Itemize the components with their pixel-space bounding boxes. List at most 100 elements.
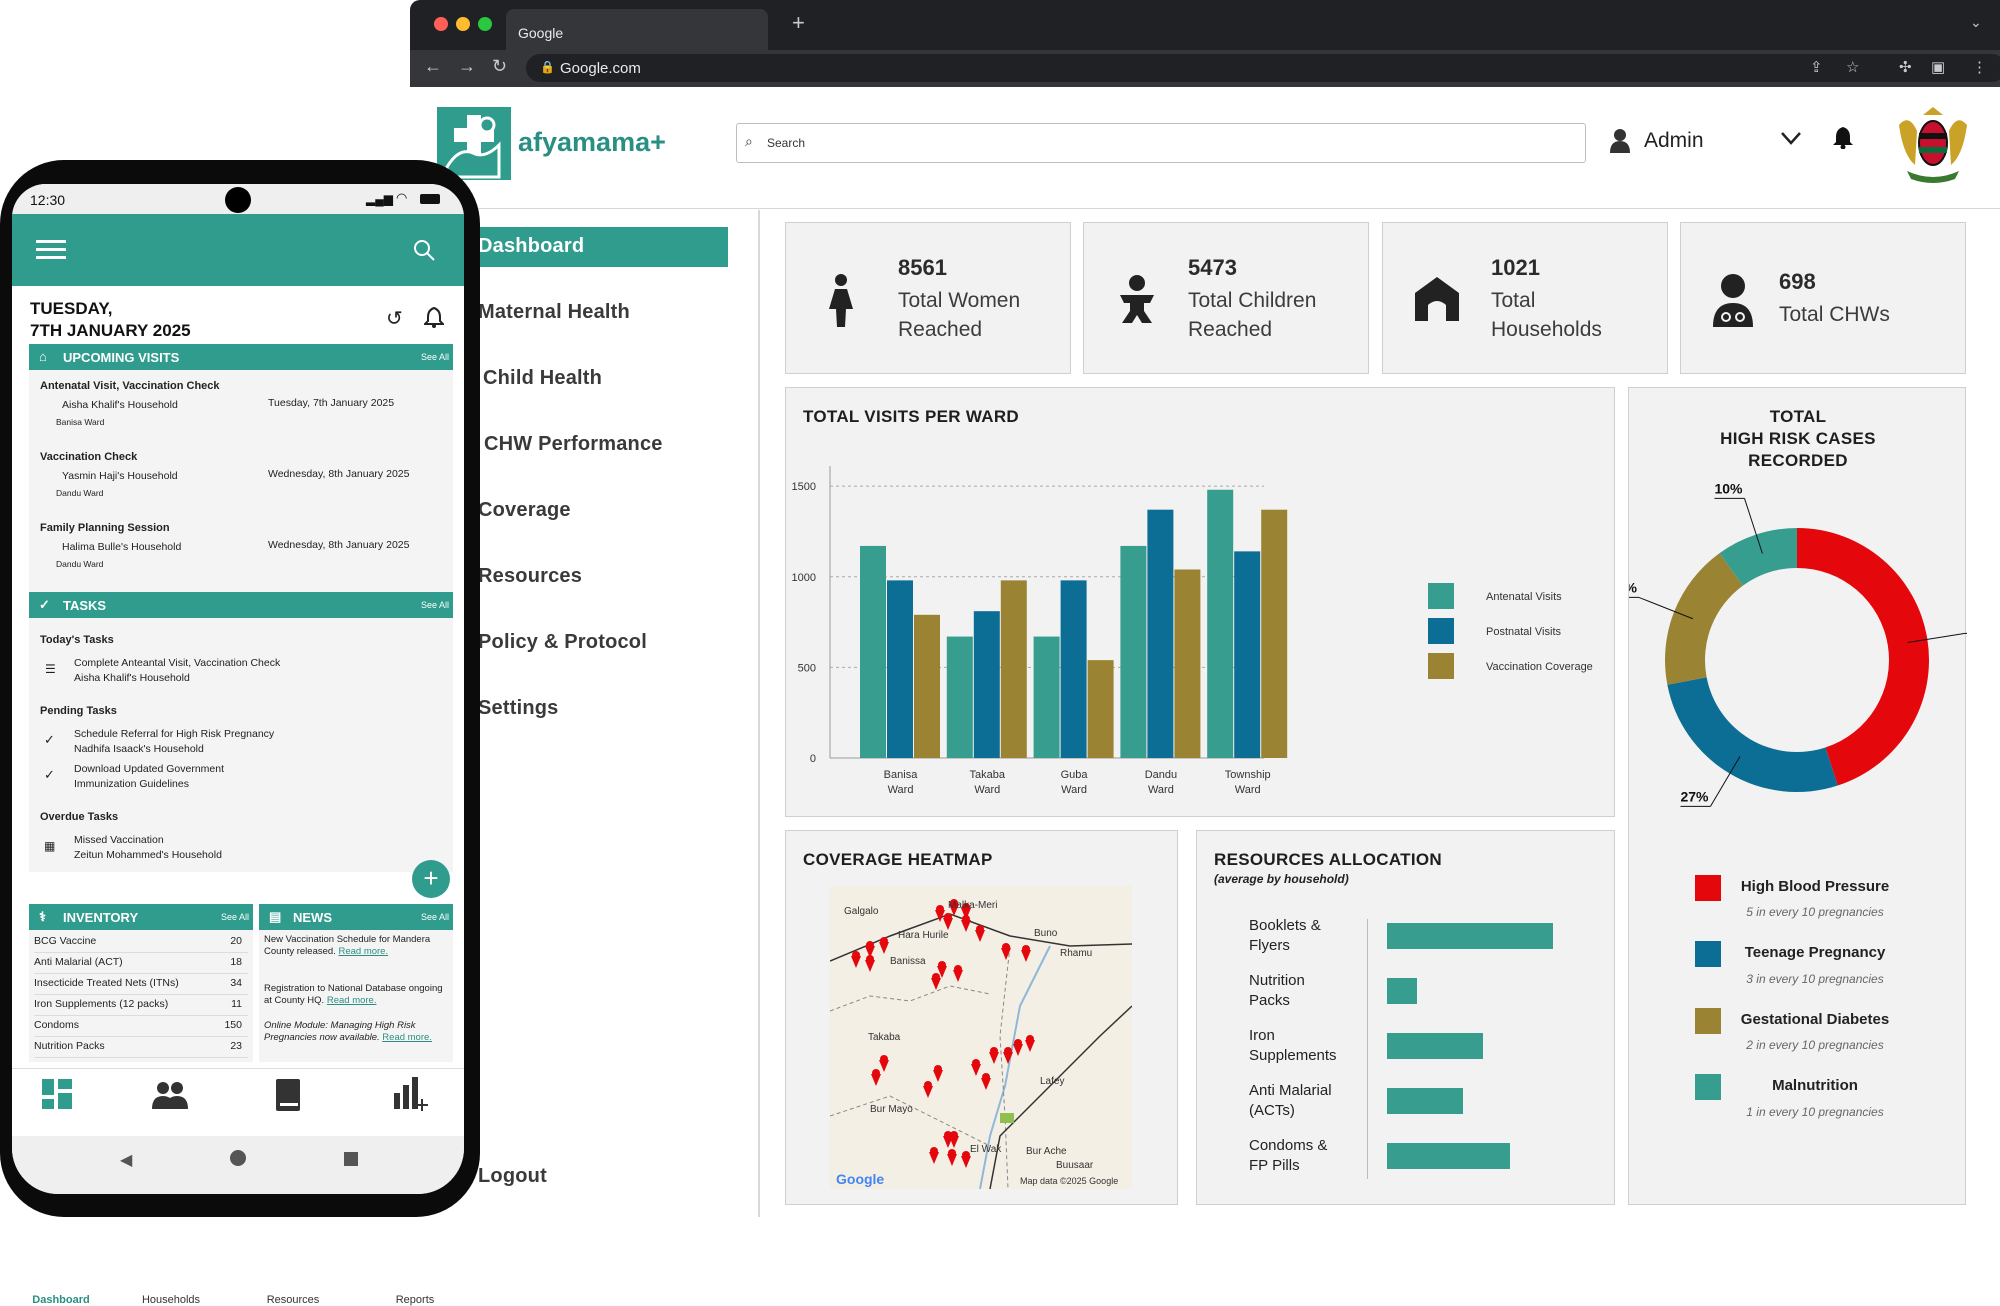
see-all-link[interactable]: See All [421,912,449,922]
browser-tab[interactable]: Google [506,9,768,50]
resource-bar [1387,978,1417,1004]
map-pin [936,905,944,913]
map-pin [950,1131,958,1139]
minimize-window-button[interactable] [456,17,470,31]
section-title: UPCOMING VISITS [63,350,179,365]
read-more-link[interactable]: Read more. [327,995,377,1006]
map-place-label: Banissa [890,956,926,967]
visit-household[interactable]: Aisha Khalif's Household [62,398,178,413]
sidebar-item-resources[interactable]: Resources [478,565,582,588]
sidebar-item-dashboard[interactable]: Dashboard [478,235,584,258]
sidepanel-icon[interactable]: ▣ [1931,58,1945,76]
woman-icon [826,273,856,327]
visit-household[interactable]: Yasmin Haji's Household [62,469,178,484]
dashboard-icon[interactable] [42,1079,72,1109]
maximize-window-button[interactable] [478,17,492,31]
extensions-icon[interactable]: ✣ [1899,58,1912,76]
upcoming-visits-header: ⌂ UPCOMING VISITS See All [29,344,453,370]
task-item[interactable]: Schedule Referral for High Risk Pregnanc… [74,727,274,742]
stat-card-women[interactable]: 8561 Total Women Reached [785,222,1071,374]
map-credit: Map data ©2025 Google [1020,1176,1118,1186]
households-icon[interactable] [152,1081,188,1109]
coverage-map[interactable]: Galgalo Malka-Meri Hara Hurile Buno Bani… [830,886,1132,1189]
read-more-link[interactable]: Read more. [338,946,388,957]
news-item[interactable]: New Vaccination Schedule for Mandera Cou… [264,934,450,958]
new-tab-button[interactable]: + [792,10,805,36]
menu-icon[interactable]: ⋮ [1972,58,1987,76]
map-pin [954,965,962,973]
close-window-button[interactable] [434,17,448,31]
sidebar-item-child-health[interactable]: Child Health [483,367,602,390]
back-icon[interactable]: ◀ [120,1150,132,1170]
inventory-row[interactable]: Anti Malarial (ACT)18 [34,953,248,974]
google-logo: Google [836,1171,884,1187]
bar [947,637,973,758]
see-all-link[interactable]: See All [421,352,449,362]
user-name[interactable]: Admin [1644,129,1704,153]
sidebar-item-policy-protocol[interactable]: Policy & Protocol [478,631,647,654]
add-task-button[interactable]: + [412,860,450,898]
history-icon[interactable]: ↺ [386,306,403,331]
search-input[interactable]: ⌕ Search [736,123,1586,163]
map-pin [962,1151,970,1159]
nav-households-label[interactable]: Households [126,1294,216,1306]
back-icon[interactable]: ← [424,56,442,77]
news-icon: ▤ [269,909,281,925]
share-icon[interactable]: ⇪ [1810,58,1823,76]
search-icon[interactable] [412,238,436,262]
task-item[interactable]: Missed Vaccination [74,833,164,848]
resources-card: RESOURCES ALLOCATION (average by househo… [1196,830,1615,1205]
chevron-down-icon[interactable]: ⌄ [1970,14,1982,31]
map-place-label: Galgalo [844,906,878,917]
hamburger-menu-icon[interactable] [36,240,66,260]
bell-icon[interactable] [1832,125,1854,154]
user-icon[interactable] [1610,127,1634,153]
reload-icon[interactable]: ↻ [492,56,507,77]
inventory-qty: 20 [230,935,242,947]
sidebar-item-maternal-health[interactable]: Maternal Health [478,301,630,324]
news-item[interactable]: Online Module: Managing High Risk Pregna… [264,1020,450,1044]
see-all-link[interactable]: See All [421,600,449,610]
sidebar-item-coverage[interactable]: Coverage [478,499,571,522]
sidebar-item-settings[interactable]: Settings [478,697,559,720]
inventory-row[interactable]: Insecticide Treated Nets (ITNs)34 [34,974,248,995]
inventory-item: Nutrition Packs [34,1040,105,1052]
phone-mockup: 12:30 ▂▄▆ ◠ TUESDAY, 7TH JANUARY 2025 ↺ … [0,160,480,1217]
inventory-row[interactable]: Iron Supplements (12 packs)11 [34,995,248,1016]
address-bar[interactable]: 🔒 Google.com [526,54,2000,82]
see-all-link[interactable]: See All [221,912,249,922]
bell-icon[interactable] [424,306,444,328]
map-pin [972,1059,980,1067]
visit-type: Antenatal Visit, Vaccination Check [40,380,220,392]
news-item[interactable]: Registration to National Database ongoin… [264,983,450,1007]
nav-dashboard-label[interactable]: Dashboard [16,1294,106,1306]
read-more-link[interactable]: Read more. [382,1032,432,1043]
task-item[interactable]: Download Updated Government [74,762,224,777]
map-pin [1022,945,1030,953]
logout-button[interactable]: Logout [478,1165,547,1188]
stat-card-households[interactable]: 1021 Total Households [1382,222,1668,374]
doctor-icon [1709,273,1757,327]
stat-label: Reached [898,315,982,344]
nav-resources-label[interactable]: Resources [248,1294,338,1306]
book-icon[interactable] [274,1079,302,1111]
sidebar-item-chw-performance[interactable]: CHW Performance [484,433,663,456]
map-place-label: Buno [1034,928,1057,939]
forward-icon[interactable]: → [458,56,476,77]
home-icon[interactable] [230,1150,246,1166]
legend-label: Vaccination Coverage [1486,661,1593,673]
resource-label: Flyers [1249,937,1290,954]
nav-reports-label[interactable]: Reports [370,1294,460,1306]
stat-card-chws[interactable]: 698 Total CHWs [1680,222,1966,374]
stat-card-children[interactable]: 5473 Total Children Reached [1083,222,1369,374]
star-icon[interactable]: ☆ [1846,58,1859,76]
chevron-down-icon[interactable] [1780,127,1802,155]
recents-icon[interactable] [344,1152,358,1166]
map-pin [880,1055,888,1063]
task-item[interactable]: Complete Anteantal Visit, Vaccination Ch… [74,656,280,671]
reports-icon[interactable] [394,1077,428,1111]
visit-household[interactable]: Halima Bulle's Household [62,540,181,555]
